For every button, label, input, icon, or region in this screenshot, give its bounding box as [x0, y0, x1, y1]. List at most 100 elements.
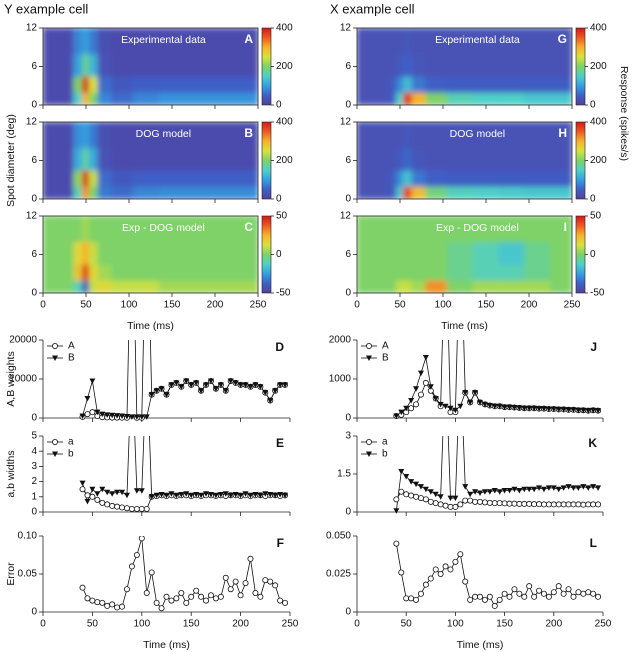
heatmap-cells — [43, 122, 258, 199]
heat-cell — [43, 28, 61, 55]
heat-cell — [498, 91, 526, 105]
y-tick-label: 0 — [31, 194, 37, 205]
marker — [143, 590, 150, 597]
heat-cell — [373, 279, 389, 293]
marker — [521, 405, 528, 412]
marker — [138, 505, 145, 512]
marker — [133, 552, 140, 559]
heat-cell — [387, 185, 398, 199]
heat-cell — [132, 53, 160, 77]
heat-cell — [498, 122, 526, 149]
marker — [545, 406, 552, 413]
heatmap-cells — [357, 28, 572, 105]
marker — [232, 492, 239, 498]
marker — [99, 486, 106, 493]
marker — [398, 488, 405, 495]
heat-cell — [210, 169, 237, 187]
y-tick-label: 0 — [31, 288, 37, 299]
marker — [565, 407, 572, 413]
heat-cell — [59, 28, 75, 55]
marker — [555, 406, 562, 413]
marker — [403, 405, 410, 412]
heat-cell — [158, 91, 186, 105]
heat-cell — [550, 122, 572, 149]
marker — [114, 503, 121, 510]
heat-cell — [158, 147, 186, 171]
marker — [506, 500, 513, 507]
heat-cell — [97, 263, 113, 281]
heat-cell — [373, 263, 389, 281]
heat-cell — [524, 53, 551, 77]
heat-cell — [373, 169, 389, 187]
heat-cell — [498, 28, 526, 55]
heat-cell — [402, 28, 413, 55]
marker — [366, 451, 372, 457]
y-tick-label: 3 — [31, 461, 37, 472]
heat-cell — [158, 169, 186, 187]
marker — [193, 492, 200, 498]
heat-cell — [132, 263, 160, 281]
marker — [109, 502, 116, 509]
heat-cell — [425, 185, 448, 199]
heat-cell — [97, 279, 113, 293]
marker — [413, 386, 420, 392]
marker — [393, 413, 400, 420]
marker — [595, 501, 602, 508]
marker — [540, 406, 547, 412]
heat-cell — [236, 169, 258, 187]
heat-cell — [88, 216, 99, 243]
marker — [148, 569, 155, 576]
marker — [123, 492, 130, 499]
marker — [590, 407, 597, 414]
heat-cell — [524, 91, 551, 105]
marker — [555, 501, 562, 508]
heat-cell — [387, 53, 398, 77]
heat-cell — [446, 53, 474, 77]
heat-cell — [43, 53, 61, 77]
y-tick-label: 0.025 — [326, 569, 351, 580]
marker — [575, 589, 582, 596]
legend-label: B — [382, 353, 389, 364]
heat-cell — [82, 75, 90, 93]
heat-cell — [357, 216, 375, 243]
marker — [89, 597, 96, 604]
marker — [447, 566, 454, 573]
heat-cell — [82, 122, 90, 149]
heat-cell — [472, 53, 500, 77]
marker — [158, 605, 165, 612]
heat-cell — [43, 147, 61, 171]
marker — [531, 593, 538, 600]
heat-cell — [446, 91, 474, 105]
marker — [496, 403, 503, 410]
colorbar-tick-label: 0 — [590, 194, 596, 205]
heat-cell — [158, 216, 186, 243]
heatmap — [357, 28, 572, 105]
marker — [217, 593, 224, 600]
heat-cell — [498, 279, 526, 293]
marker — [457, 551, 464, 558]
marker — [282, 599, 289, 606]
heat-cell — [524, 263, 551, 281]
heat-cell — [446, 185, 474, 199]
marker — [481, 401, 488, 408]
heat-cell — [357, 28, 375, 55]
heat-cell — [132, 122, 160, 149]
heat-cell — [43, 75, 61, 93]
heat-cell — [43, 122, 61, 149]
marker — [393, 496, 400, 503]
heat-cell — [357, 279, 375, 293]
marker — [422, 486, 429, 493]
colorbar-tick-label: 0 — [590, 249, 596, 260]
marker — [447, 405, 454, 412]
heat-cell — [425, 279, 448, 293]
marker — [282, 492, 289, 499]
marker — [247, 492, 254, 499]
marker — [207, 492, 214, 498]
y-tick-label: 12 — [26, 117, 38, 128]
y-tick-label: 5 — [31, 431, 37, 442]
marker — [437, 501, 444, 508]
heat-cell — [387, 169, 398, 187]
marker — [163, 392, 170, 398]
y-axis-label: Error — [5, 562, 17, 586]
plot-area — [79, 436, 289, 512]
